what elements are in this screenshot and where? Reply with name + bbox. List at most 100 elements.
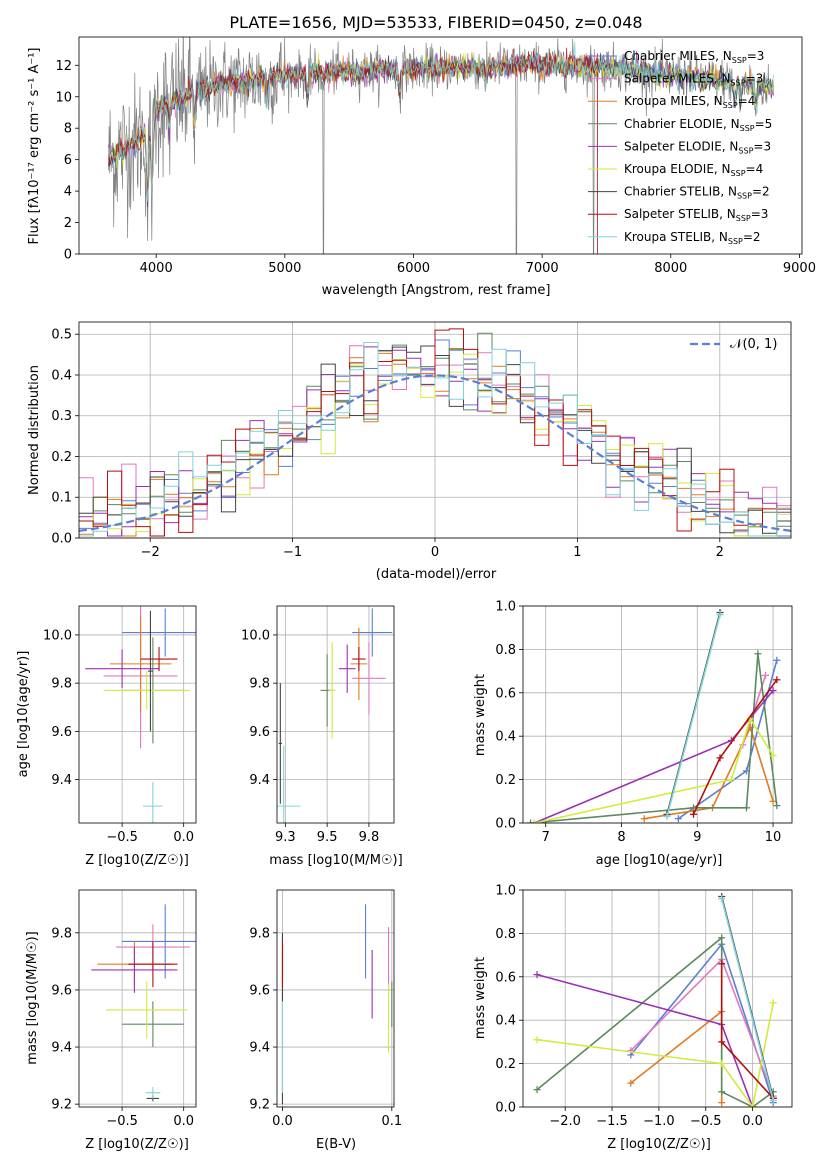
spectrum-xlabel: wavelength [Angstrom, rest frame] xyxy=(322,283,551,298)
mass-z-ylabel: mass [log10(M/M☉)] xyxy=(25,931,40,1064)
spectrum-ytick-label: 8 xyxy=(64,122,72,137)
weight-z-frame xyxy=(522,889,793,1108)
weight-z-xtick-label: 0.0 xyxy=(742,1114,763,1129)
legend-label: Chabrier ELODIE, NSSP=5 xyxy=(624,117,772,133)
weight-age-xtick-label: 8 xyxy=(617,830,625,845)
weight-age-xtick-label: 10 xyxy=(765,830,782,845)
weight-age-ytick-label: 1.0 xyxy=(495,600,516,615)
spectrum-legend: Chabrier MILES, NSSP=3 Salpeter MILES, NS… xyxy=(588,49,772,246)
residuals-histogram-plot: (data-model)/error Normed distribution −… xyxy=(27,321,792,582)
weight-age-ytick-label: 0.4 xyxy=(495,730,516,745)
weight-age-xtick-label: 9 xyxy=(693,830,701,845)
legend-subscript: SSP xyxy=(728,237,743,246)
legend-subscript: SSP xyxy=(731,169,746,178)
spectrum-xtick-label: 6000 xyxy=(397,261,430,276)
weight-z-xtick-label: −1.0 xyxy=(643,1114,675,1129)
age-z-ytick-label: 9.6 xyxy=(51,725,72,740)
legend-subscript: SSP xyxy=(740,124,755,133)
legend-nssp-value: =3 xyxy=(746,72,764,86)
age-z-xlabel: Z [log10(Z/Z☉)] xyxy=(85,853,189,868)
weight-age-ytick-label: 0.0 xyxy=(495,817,516,832)
gaussian-curve xyxy=(79,374,791,532)
mass-z-ticks: −0.5 0.0 9.2 9.4 9.6 9.8 xyxy=(51,926,194,1129)
mass-ebv-xtick-label: 0.0 xyxy=(272,1114,293,1129)
legend-subscript: SSP xyxy=(737,192,752,201)
age-z-xtick-label: 0.0 xyxy=(173,830,194,845)
residuals-histogram xyxy=(79,342,791,537)
weight-age-ytick-label: 0.8 xyxy=(495,643,516,658)
age-z-ytick-label: 10.0 xyxy=(43,628,72,643)
spectrum-ytick-label: 12 xyxy=(55,59,72,74)
mass-ebv-points xyxy=(281,904,393,1105)
residuals-ytick-label: 0.2 xyxy=(51,450,72,465)
spectrum-ylabel: Flux [fλ10⁻¹⁷ erg cm⁻² s⁻¹ A⁻¹] xyxy=(27,48,42,245)
weight-z-ytick-label: 1.0 xyxy=(495,884,516,899)
weight-z-xlabel: Z [log10(Z/Z☉)] xyxy=(607,1137,711,1152)
mass-vs-reddening-plot: E(B-V) 0.0 0.1 9.2 9.4 9.6 9.8 xyxy=(249,889,402,1152)
residuals-xtick-label: −2 xyxy=(141,545,160,560)
weight-z-lines xyxy=(533,893,777,1107)
residuals-xtick-label: 0 xyxy=(431,545,439,560)
weight-age-ticks: 7 8 9 10 0.0 0.2 0.4 0.6 0.8 1.0 xyxy=(495,600,781,846)
residuals-ytick-label: 0.3 xyxy=(51,409,72,424)
mass-z-ytick-label: 9.4 xyxy=(51,1041,72,1056)
legend-nssp-value: =3 xyxy=(753,139,771,153)
legend-label: Kroupa MILES, NSSP=4 xyxy=(624,94,755,110)
residuals-xtick-label: 2 xyxy=(716,545,724,560)
residuals-ytick-label: 0.0 xyxy=(51,532,72,547)
spectrum-xtick-label: 9000 xyxy=(783,261,816,276)
mass-z-ytick-label: 9.2 xyxy=(51,1098,72,1113)
weight-age-ylabel: mass weight xyxy=(473,674,488,756)
spectrum-ytick-label: 6 xyxy=(64,153,72,168)
mass-z-xtick-label: −0.5 xyxy=(106,1114,138,1129)
weight-age-ytick-label: 0.2 xyxy=(495,773,516,788)
legend-label: Kroupa STELIB, NSSP=2 xyxy=(624,230,761,246)
weight-age-lines xyxy=(527,609,781,823)
weight-z-xtick-label: −2.0 xyxy=(549,1114,581,1129)
mass-ebv-xlabel: E(B-V) xyxy=(316,1137,356,1152)
age-vs-mass-plot: mass [log10(M/M☉)] 9.3 9.5 9.8 9.4 9.6 9.8 10.… xyxy=(241,605,403,868)
weight-z-ylabel: mass weight xyxy=(473,957,488,1039)
legend-nssp-value: =5 xyxy=(755,117,773,131)
weight-z-xtick-label: −1.5 xyxy=(596,1114,628,1129)
residuals-hist-group xyxy=(79,328,791,537)
weight-age-frame xyxy=(522,605,793,824)
weight-z-ytick-label: 0.4 xyxy=(495,1014,516,1029)
age-mass-ytick-label: 9.8 xyxy=(249,677,270,692)
weight-age-series-line xyxy=(666,614,721,817)
legend-nssp-value: =4 xyxy=(738,94,756,108)
weight-vs-age-plot: age [log10(age/yr)] mass weight 7 8 9 10 0.0… xyxy=(473,600,793,868)
spectrum-ytick-label: 10 xyxy=(55,90,72,105)
weight-z-ytick-label: 0.2 xyxy=(495,1057,516,1072)
spectrum-xtick-label: 7000 xyxy=(526,261,559,276)
age-mass-points xyxy=(277,608,393,823)
weight-age-series-line xyxy=(644,725,774,820)
legend-subscript: SSP xyxy=(738,146,753,155)
spectrum-ytick-label: 2 xyxy=(64,216,72,231)
spectrum-frame xyxy=(78,36,803,255)
age-z-ticks: −0.5 0.0 9.4 9.6 9.8 10.0 xyxy=(43,628,194,845)
weight-age-xlabel: age [log10(age/yr)] xyxy=(596,853,723,868)
mass-ebv-ytick-label: 9.8 xyxy=(249,926,270,941)
spectrum-model-line xyxy=(108,41,774,202)
weight-z-ytick-label: 0.0 xyxy=(495,1101,516,1116)
weight-z-ytick-label: 0.8 xyxy=(495,927,516,942)
age-vs-metallicity-plot: Z [log10(Z/Z☉)] age [log10(age/yr)] −0.5… xyxy=(16,605,197,868)
mass-z-ytick-label: 9.8 xyxy=(51,926,72,941)
mass-z-grid xyxy=(79,890,196,1107)
legend-label: Kroupa ELODIE, NSSP=4 xyxy=(624,162,763,178)
age-mass-frame xyxy=(276,605,395,824)
age-z-ytick-label: 9.8 xyxy=(51,677,72,692)
residuals-ytick-label: 0.1 xyxy=(51,491,72,506)
legend-nssp-value: =2 xyxy=(743,230,761,244)
mass-ebv-ticks: 0.0 0.1 9.2 9.4 9.6 9.8 xyxy=(249,926,402,1129)
residuals-ticks: −2 −1 0 1 2 0.0 0.1 0.2 0.3 0.4 0.5 xyxy=(51,328,724,560)
mass-ebv-ytick-label: 9.2 xyxy=(249,1098,270,1113)
legend-nssp-value: =4 xyxy=(746,162,764,176)
age-z-ytick-label: 9.4 xyxy=(51,773,72,788)
age-mass-ytick-label: 10.0 xyxy=(241,628,270,643)
residuals-xlabel: (data-model)/error xyxy=(376,567,497,582)
mass-vs-metallicity-plot: Z [log10(Z/Z☉)] mass [log10(M/M☉)] −0.5 0… xyxy=(25,889,197,1152)
legend-subscript: SSP xyxy=(731,79,746,88)
